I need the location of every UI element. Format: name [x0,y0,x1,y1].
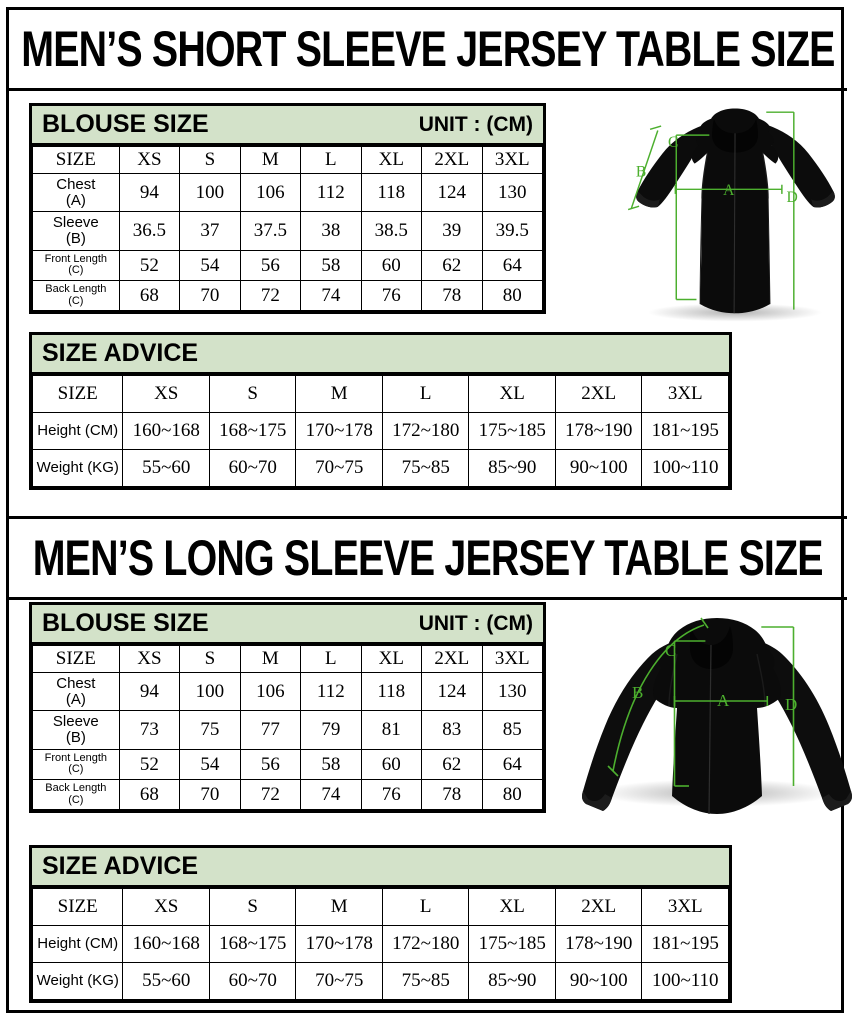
svg-text:A: A [723,182,735,199]
svg-text:C: C [668,134,678,151]
svg-text:A: A [717,691,730,710]
svg-text:B: B [636,163,646,180]
svg-text:D: D [785,695,797,714]
svg-text:D: D [786,189,797,206]
svg-text:C: C [665,641,676,660]
svg-text:B: B [632,683,643,702]
